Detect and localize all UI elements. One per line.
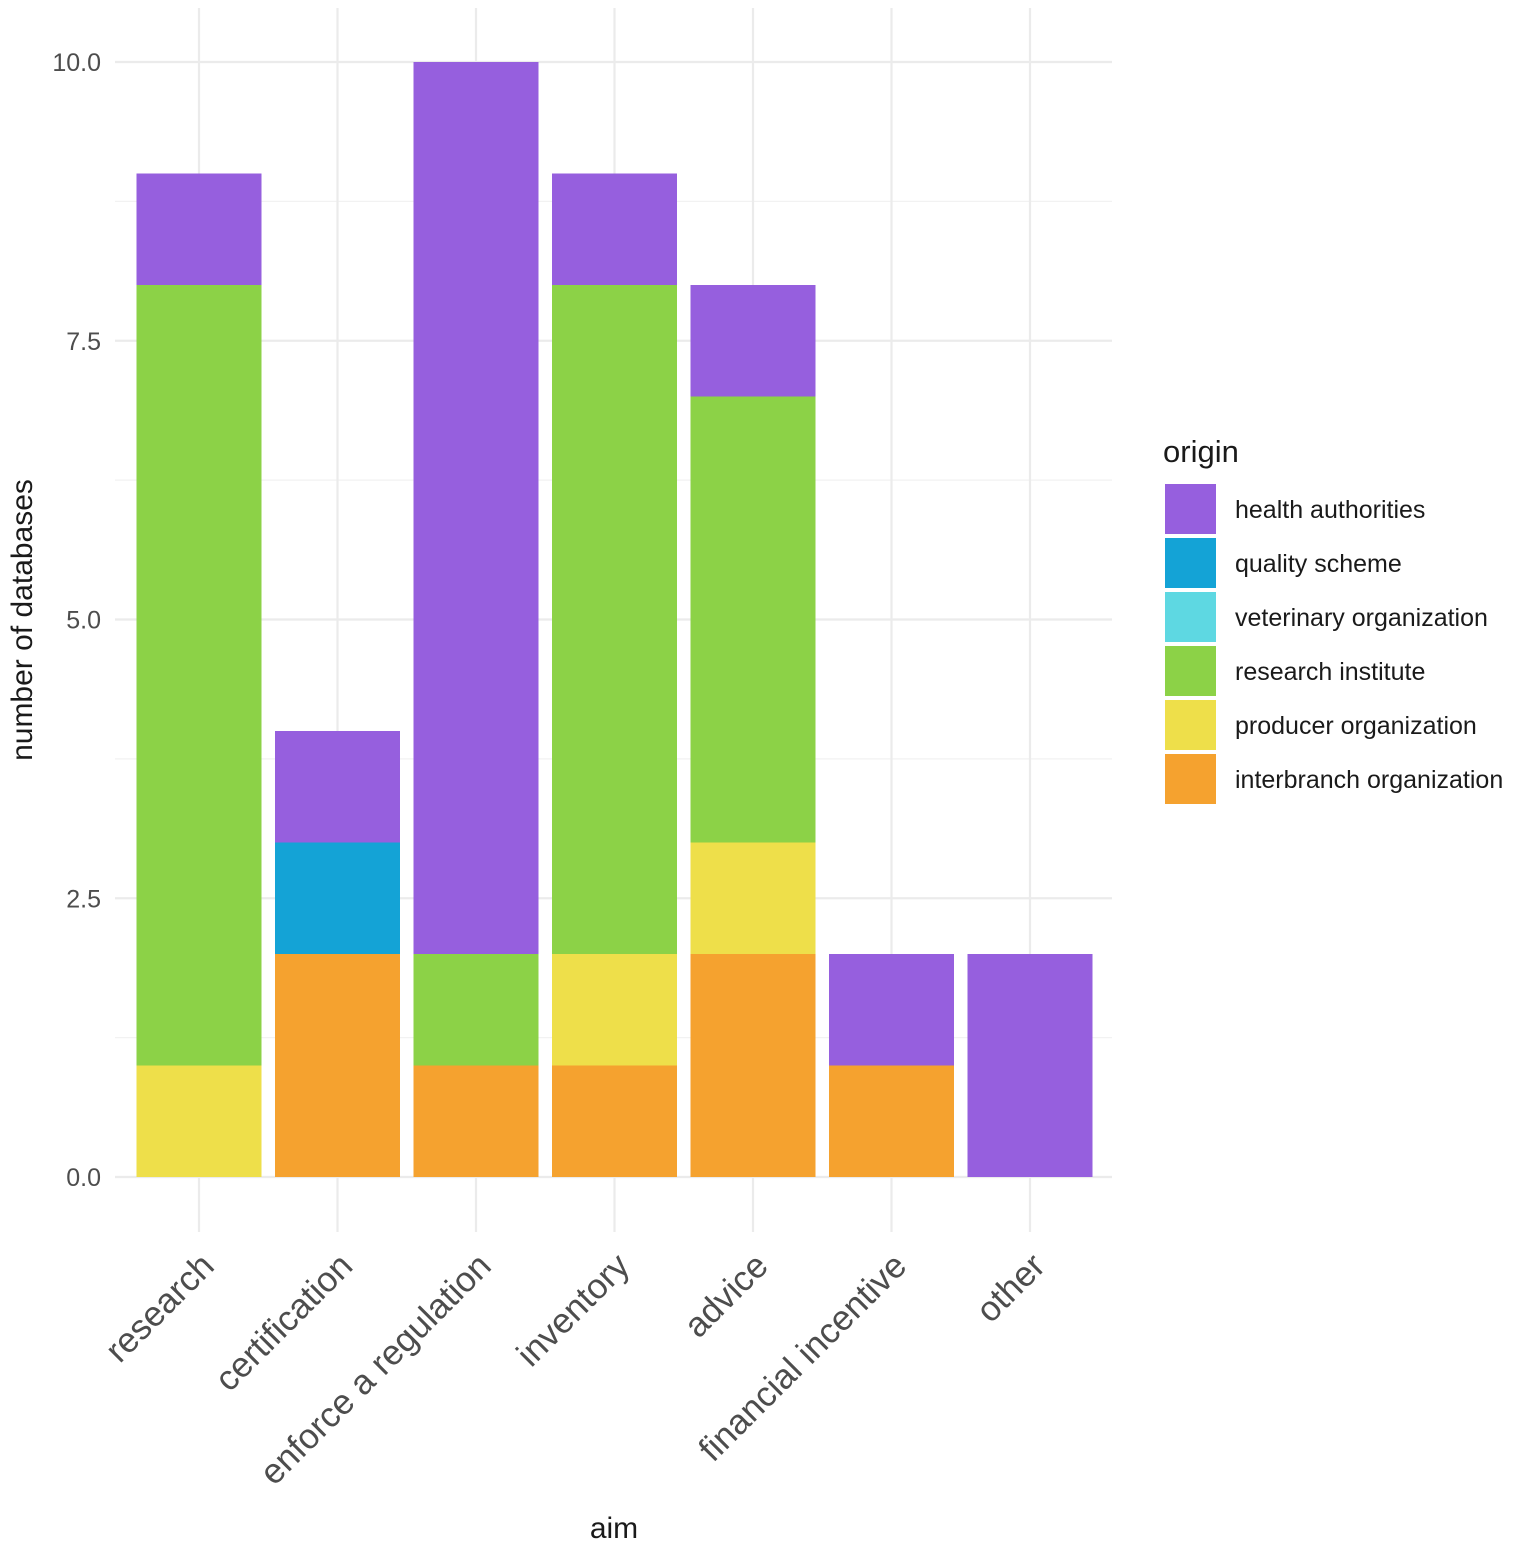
y-tick-label: 10.0: [52, 49, 101, 77]
bar-segment: [136, 1065, 262, 1177]
bar-segment: [136, 173, 262, 285]
bar-segment: [967, 954, 1093, 1177]
legend-label: quality scheme: [1235, 550, 1402, 578]
y-axis-ticks: 0.0 2.5 5.0 7.5 10.0: [52, 49, 101, 1192]
x-tick-label: advice: [677, 1246, 776, 1345]
bar-segment: [413, 62, 539, 954]
legend: origin health authorities quality scheme v…: [1163, 434, 1503, 804]
bars: [136, 62, 1093, 1177]
bar-segment: [552, 285, 677, 954]
bar-segment: [552, 173, 677, 285]
bar-segment: [413, 954, 539, 1066]
y-tick-label: 0.0: [66, 1164, 101, 1192]
x-axis-title: aim: [590, 1512, 638, 1545]
legend-swatch: [1165, 538, 1216, 588]
bar-segment: [413, 1065, 539, 1177]
legend-label: health authorities: [1235, 496, 1425, 524]
x-tick-label: inventory: [509, 1246, 637, 1374]
legend-title: origin: [1163, 434, 1239, 469]
legend-label: veterinary organization: [1235, 604, 1488, 632]
x-tick-label: other: [969, 1246, 1053, 1330]
bar-segment: [829, 954, 954, 1066]
bar-segment: [275, 731, 400, 843]
bar-segment: [690, 842, 816, 954]
bar-segment: [552, 1065, 677, 1177]
legend-label: interbranch organization: [1235, 766, 1503, 794]
bar-segment: [690, 954, 816, 1177]
x-tick-label: research: [98, 1246, 222, 1370]
legend-swatch: [1165, 700, 1216, 750]
legend-swatch: [1165, 646, 1216, 696]
bar-segment: [136, 285, 262, 1066]
legend-label: research institute: [1235, 658, 1425, 686]
legend-swatch: [1165, 754, 1216, 804]
x-tick-label: certification: [207, 1246, 360, 1399]
y-axis-title: number of databases: [6, 479, 39, 761]
y-tick-label: 5.0: [66, 607, 101, 635]
bar-segment: [829, 1065, 954, 1177]
legend-items: health authorities quality scheme veterina…: [1165, 484, 1503, 804]
y-tick-label: 2.5: [66, 885, 101, 913]
x-tick-label: enforce a regulation: [252, 1246, 498, 1492]
legend-label: producer organization: [1235, 712, 1477, 740]
bar-segment: [690, 285, 816, 397]
legend-swatch: [1165, 484, 1216, 534]
legend-swatch: [1165, 592, 1216, 642]
bar-segment: [690, 396, 816, 843]
bar-segment: [275, 954, 400, 1177]
bar-segment: [552, 954, 677, 1066]
bar-segment: [275, 842, 400, 954]
y-tick-label: 7.5: [66, 328, 101, 356]
